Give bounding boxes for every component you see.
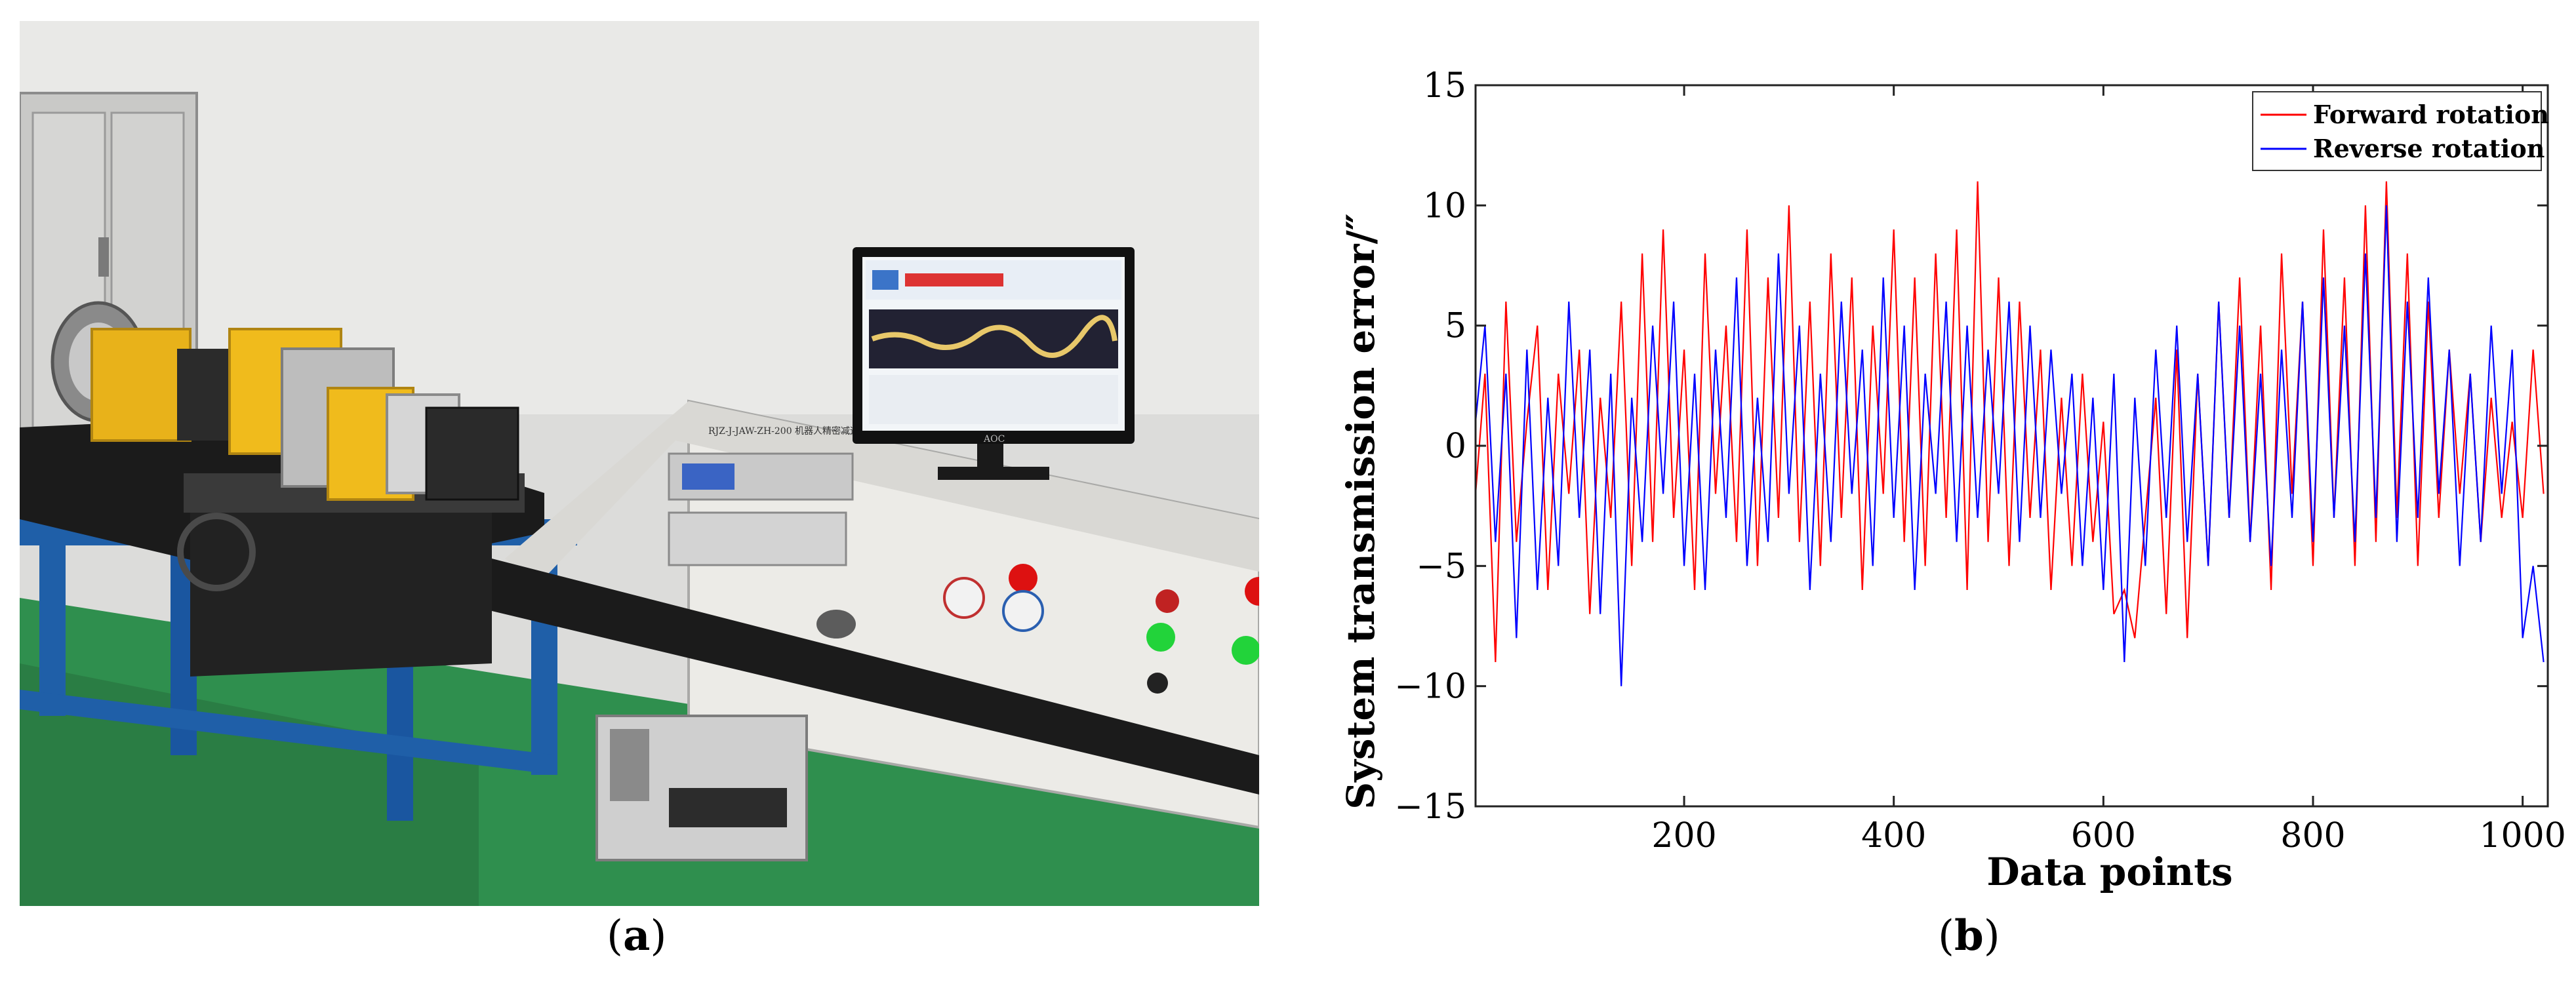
panel-b-caption: (b) (1938, 911, 2000, 960)
operator-console: RJZ-J-JAW-ZH-200 机器人精密减速器综合性能检测试平台 (492, 399, 1259, 861)
y-axis-label: System transmission error/″ (1344, 213, 1383, 809)
x-axis-label: Data points (1986, 850, 2232, 894)
y-tick-label: −5 (1416, 547, 1466, 586)
series-line-forward (1474, 181, 2545, 663)
y-tick-label: 10 (1423, 186, 1466, 226)
transmission-error-chart: 200 400 600 800 1000 −15 −10 −5 0 5 10 15 Data poin… (1344, 66, 2564, 894)
motor-assembly (50, 301, 519, 591)
y-tick-label: 5 (1445, 307, 1466, 346)
x-tick-label: 400 (1861, 816, 1926, 856)
handwheel (177, 513, 256, 591)
x-tick-label: 800 (2280, 816, 2345, 856)
y-tick-label: 15 (1423, 66, 1466, 106)
university-logo (943, 577, 985, 619)
mouse (816, 610, 856, 639)
monitor: AOC (853, 247, 1135, 480)
legend: Forward rotation Reverse rotation (2252, 91, 2549, 171)
test-bench-photo: RJZ-J-JAW-ZH-200 机器人精密减速器综合性能检测试平台 AOC (20, 21, 1259, 906)
legend-label: Forward rotation (2313, 100, 2549, 129)
green-indicator-light (1146, 623, 1175, 652)
plot-area (1474, 181, 2545, 686)
series-line-reverse (1474, 205, 2545, 686)
monitor-brand: AOC (983, 434, 1005, 444)
y-tick-label: 0 (1445, 427, 1466, 466)
x-tick-label: 1000 (2479, 816, 2564, 856)
y-tick-label: −10 (1394, 667, 1466, 707)
legend-label: Reverse rotation (2313, 134, 2545, 163)
legend-box (2252, 91, 2542, 171)
axes: 200 400 600 800 1000 −15 −10 −5 0 5 10 15 (1394, 66, 2564, 856)
emergency-stop-button (1009, 564, 1037, 593)
panel-a-caption: (a) (607, 911, 667, 960)
x-tick-label: 200 (1651, 816, 1716, 856)
lab-logo (1002, 590, 1044, 632)
drive-unit (668, 511, 847, 566)
y-tick-label: −15 (1394, 787, 1466, 827)
x-tick-label: 600 (2071, 816, 2136, 856)
